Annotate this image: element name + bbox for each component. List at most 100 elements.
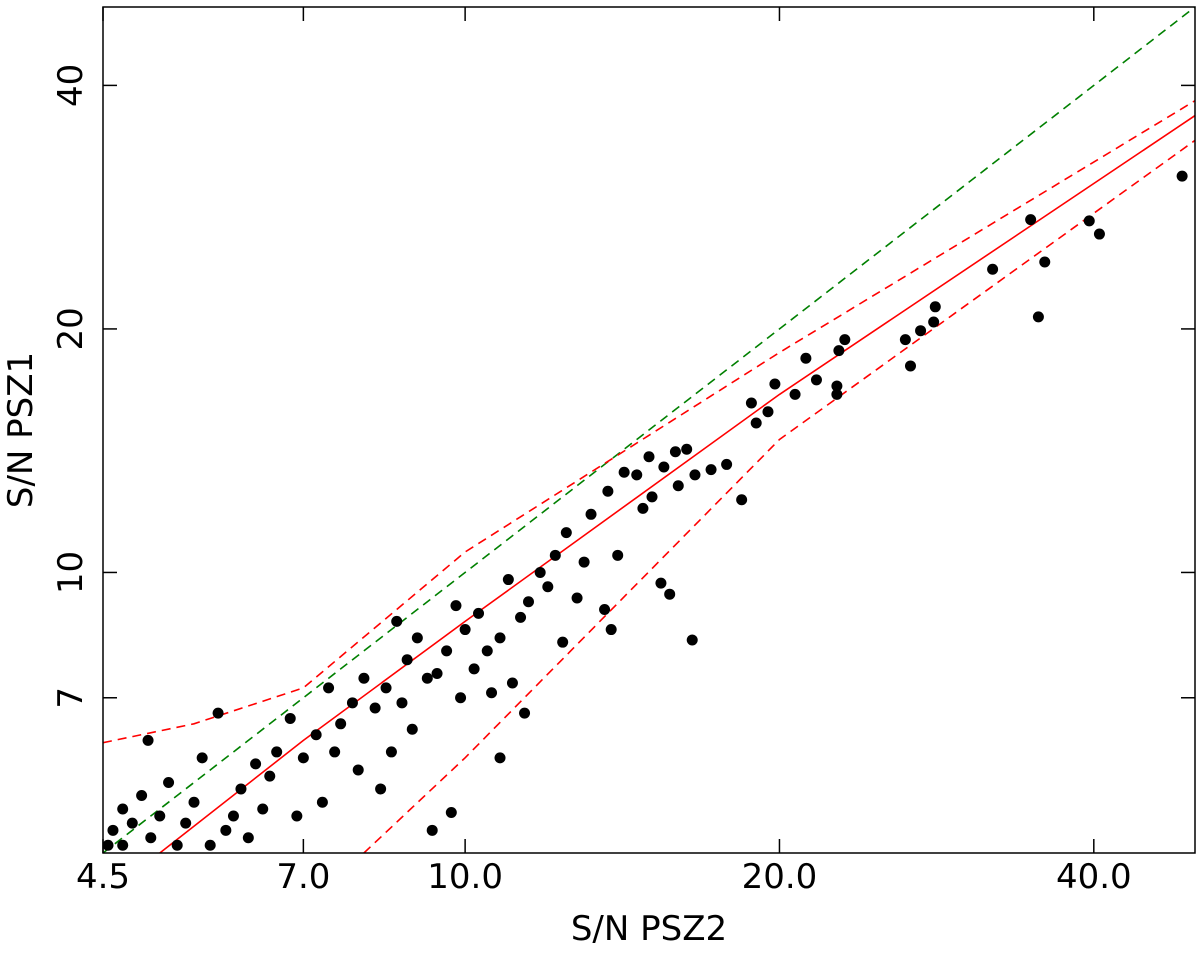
point [358,672,370,684]
point [612,549,624,561]
point [523,596,535,608]
point [929,301,941,313]
point [839,334,851,346]
point [204,839,216,851]
point [831,388,843,400]
point [745,397,757,409]
point [1093,228,1105,240]
point [380,682,392,694]
point [421,672,433,684]
point [658,461,670,473]
point [136,790,148,802]
point [750,417,762,429]
point [117,839,129,851]
point [227,810,239,822]
point [352,764,364,776]
point [1032,311,1044,323]
point [789,388,801,400]
point [235,783,247,795]
point [672,480,684,492]
point [455,692,467,704]
line [159,114,1195,853]
point [271,746,283,758]
point [800,352,812,364]
point [291,810,303,822]
point [987,263,999,275]
point [646,491,658,503]
point [212,707,224,719]
point [486,687,498,699]
point [107,824,119,836]
y-tick-label: 20 [51,307,91,350]
point [391,615,403,627]
point [450,600,462,612]
point [117,803,129,815]
point [664,588,676,600]
x-tick-label: 20.0 [742,857,818,897]
point [655,577,667,589]
point [335,718,347,730]
point [769,378,781,390]
point [346,697,358,709]
point [473,607,485,619]
point [602,485,614,497]
point [515,611,527,623]
point [171,839,183,851]
point [154,810,166,822]
point [1039,256,1051,268]
point [557,636,569,648]
point [578,556,590,568]
point [494,632,506,644]
point [103,839,114,851]
point [329,746,341,758]
point [721,458,733,470]
point [833,345,845,357]
point [310,729,322,741]
point [126,817,138,829]
point [928,316,940,328]
point [264,770,276,782]
x-tick-label: 7.0 [276,857,330,897]
point [618,466,630,478]
point [180,817,192,829]
line [363,139,1195,853]
point [1083,215,1095,227]
point [242,832,254,844]
point [257,803,269,815]
point [196,752,208,764]
point [736,494,748,506]
point [549,549,561,561]
point [637,502,649,514]
x-tick-label: 40.0 [1056,857,1132,897]
point [445,806,457,818]
plot-area [103,7,1195,853]
point [468,663,480,675]
y-tick-label: 10 [51,551,91,594]
plot-frame [102,6,1196,854]
point [542,581,554,593]
point [220,824,232,836]
point [705,464,717,476]
line [103,7,1195,853]
x-tick-label: 4.5 [76,857,130,897]
point [494,752,506,764]
point [401,654,413,666]
point [560,527,572,539]
point [441,645,453,657]
point [899,334,911,346]
point [250,758,262,770]
point [297,752,309,764]
point [163,776,175,788]
point [142,734,154,746]
point [519,707,531,719]
point [188,796,200,808]
point [599,603,611,615]
point [502,574,514,586]
point [605,624,617,636]
point [316,796,328,808]
point [323,682,335,694]
point [375,783,387,795]
point [762,406,774,418]
x-axis-label: S/N PSZ2 [571,909,727,949]
